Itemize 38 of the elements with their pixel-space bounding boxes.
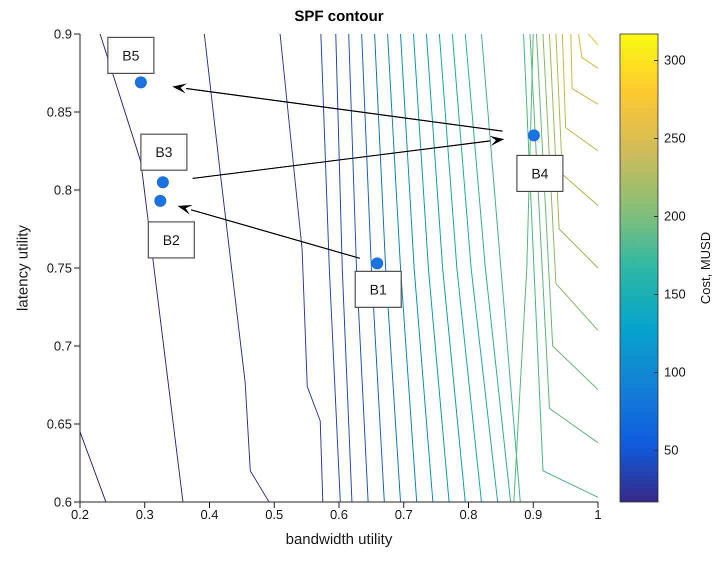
annotation: B4	[531, 165, 549, 182]
x-tick-label: 1	[594, 507, 602, 522]
color-bar-label: 50	[664, 442, 678, 458]
color-bar-label: 300	[664, 52, 686, 68]
x-tick-label: 0.9	[524, 507, 542, 522]
x-tick-label: 0.8	[459, 507, 478, 522]
chart-title: SPF contour	[293, 8, 385, 25]
x-tick-label: 0.5	[265, 507, 284, 522]
x-axis-title: bandwidth utility	[286, 531, 393, 548]
point	[156, 176, 169, 188]
color-bar-label: 100	[664, 364, 686, 380]
annotation: B5	[122, 47, 140, 64]
y-tick-label: 0.65	[46, 416, 72, 432]
annotation: B1	[370, 281, 387, 298]
color-bar-label: 150	[664, 286, 686, 302]
y-tick-label: 0.9	[54, 26, 72, 42]
color-bar-label: 200	[664, 208, 686, 224]
x-tick-label: 0.4	[200, 507, 219, 522]
y-tick-label: 0.8	[54, 182, 72, 198]
point	[134, 76, 147, 88]
annotation: B3	[155, 144, 173, 160]
line-series	[280, 34, 324, 502]
x-tick-label: 0.2	[70, 507, 90, 522]
point	[528, 129, 540, 142]
x-tick-label: 0.6	[330, 507, 348, 522]
color-bar-title: Cost, MUSD	[698, 232, 713, 304]
y-tick-label: 0.85	[46, 104, 72, 120]
annotation: B2	[162, 232, 180, 248]
y-tick-label: 0.75	[46, 260, 72, 276]
x-tick-label: 0.3	[136, 507, 154, 522]
point	[371, 257, 384, 270]
line-series	[204, 34, 270, 502]
point	[154, 194, 166, 207]
x-tick-label: 0.7	[394, 507, 413, 522]
color-bar-label: 250	[664, 130, 686, 146]
y-tick-label: 0.7	[54, 338, 72, 354]
y-tick-label: 0.6	[54, 494, 72, 510]
y-axis-title: latency utility	[14, 224, 32, 311]
